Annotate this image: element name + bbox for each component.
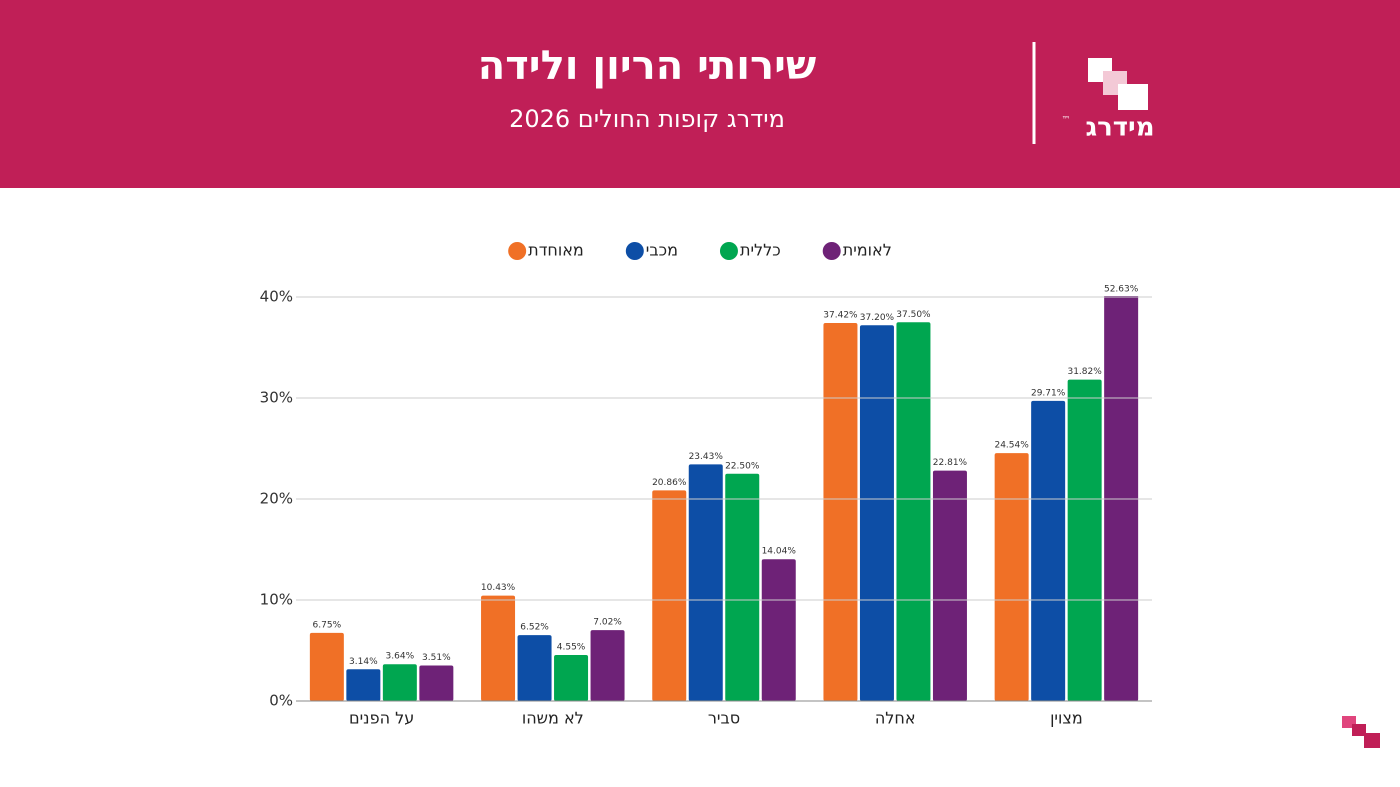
value-label: 22.50% [725, 461, 760, 471]
bar [419, 665, 454, 701]
y-tick-label: 10% [260, 591, 293, 609]
bar [554, 655, 589, 701]
legend-label: כללית [740, 241, 781, 260]
value-label: 24.54% [994, 441, 1029, 451]
legend-label: מאוחדת [528, 241, 584, 260]
value-label: 3.64% [386, 652, 415, 662]
bar [896, 322, 931, 701]
value-label: 6.52% [520, 623, 549, 633]
legend-marker [822, 242, 841, 260]
bar [1031, 400, 1066, 701]
legend-marker [719, 242, 738, 260]
bar [652, 490, 687, 701]
y-tick-label: 40% [260, 288, 293, 306]
value-label: 37.20% [860, 313, 895, 323]
value-label: 3.51% [422, 653, 451, 663]
value-label: 52.63% [1104, 285, 1139, 295]
x-tick-label: אחלה [875, 709, 916, 728]
bar [517, 635, 552, 701]
logo-mark: ™ [1062, 116, 1071, 126]
y-tick-label: 0% [269, 692, 293, 710]
legend-marker [625, 242, 644, 260]
value-label: 14.04% [762, 547, 797, 557]
bar [1104, 296, 1139, 701]
header-band [0, 0, 1400, 188]
value-label: 4.55% [557, 643, 586, 653]
logo-icon [1088, 58, 1148, 110]
bar [725, 473, 760, 701]
bar [481, 595, 516, 701]
title: שירותי הריון ולידה [478, 43, 816, 89]
y-tick-label: 20% [260, 490, 293, 508]
bar [823, 323, 858, 701]
corner-logo [1342, 716, 1380, 748]
x-tick-label: מצוין [1050, 709, 1083, 728]
bar [346, 669, 381, 701]
value-label: 22.81% [933, 458, 968, 468]
value-label: 7.02% [593, 618, 622, 628]
bar [932, 470, 967, 701]
bar [688, 464, 723, 701]
value-label: 37.50% [896, 310, 931, 320]
bar [1067, 379, 1102, 701]
bar [761, 559, 796, 701]
x-tick-label: על הפנים [349, 709, 414, 728]
legend-label: לאומית [843, 241, 892, 260]
subtitle: מידרג קופות החולים 2026 [509, 105, 785, 133]
bar [994, 453, 1029, 701]
bar [590, 630, 625, 701]
legend-label: מכבי [646, 241, 678, 260]
x-tick-label: סביר [708, 709, 740, 728]
logo-text: מידרג [1085, 113, 1154, 143]
value-label: 29.71% [1031, 388, 1066, 398]
bar [382, 664, 417, 701]
value-label: 20.86% [652, 478, 687, 488]
y-tick-label: 30% [260, 389, 293, 407]
value-label: 10.43% [481, 583, 516, 593]
x-tick-label: לא משהו [522, 709, 584, 728]
value-label: 31.82% [1067, 367, 1102, 377]
value-label: 37.42% [823, 311, 858, 321]
value-label: 3.14% [349, 657, 378, 667]
value-label: 6.75% [313, 620, 342, 630]
bar [859, 325, 894, 701]
value-label: 23.43% [689, 452, 724, 462]
legend-marker [508, 242, 527, 260]
bar [309, 632, 344, 701]
